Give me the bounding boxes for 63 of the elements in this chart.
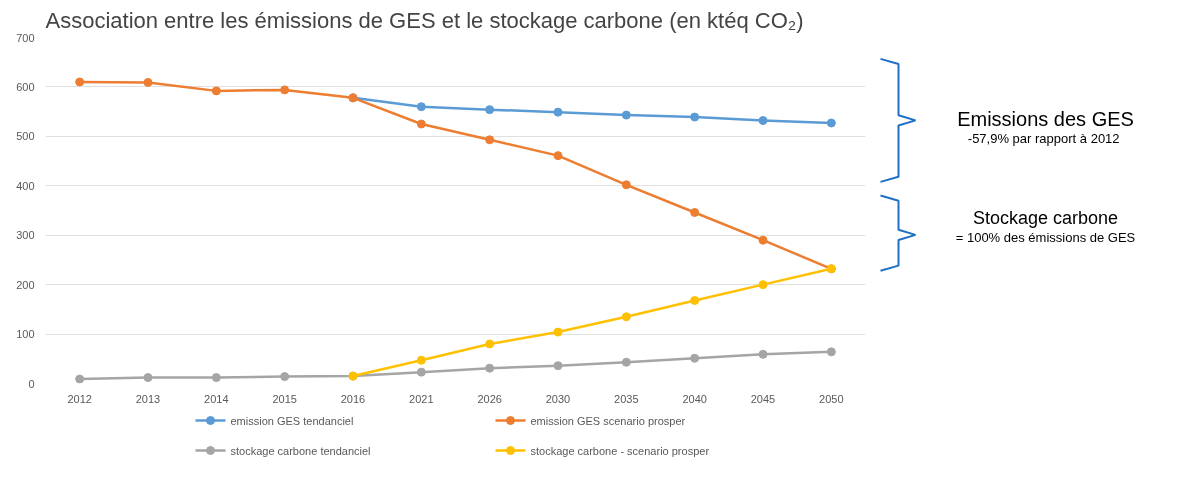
point (143, 77, 153, 87)
y-tick-label: 600 (16, 80, 35, 93)
x-tick-label: 2030 (545, 392, 571, 405)
y-tick-label: 500 (16, 130, 35, 143)
point (758, 280, 768, 290)
point (280, 85, 290, 95)
y-tick-label: 700 (16, 31, 35, 44)
x-tick-label: 2013 (135, 392, 161, 405)
point (690, 207, 700, 217)
x-tick-label: 2050 (819, 392, 844, 405)
point (485, 363, 495, 373)
point (143, 373, 153, 383)
point (553, 151, 563, 161)
point (621, 312, 631, 322)
x-tick-label: 2014 (204, 392, 229, 405)
point (211, 373, 221, 383)
x-tick-label: 2016 (340, 392, 366, 405)
point (621, 357, 631, 367)
x-tick-label: 2040 (682, 392, 707, 405)
point (416, 102, 426, 112)
point (553, 107, 563, 117)
point (553, 327, 563, 337)
text: Emissions des GES (957, 107, 1134, 130)
y-tick-label: 100 (16, 328, 35, 341)
point (690, 112, 700, 122)
point (758, 349, 768, 359)
point (690, 353, 700, 363)
point (485, 339, 495, 349)
x-tick-label: 2045 (750, 392, 776, 405)
y-tick-label: 400 (16, 179, 35, 192)
x-tick-label: 2015 (272, 392, 297, 405)
text: -57,9% par rapport à 2012 (967, 130, 1120, 146)
point (211, 86, 221, 96)
point (621, 180, 631, 190)
point (416, 355, 426, 365)
point (280, 372, 290, 382)
text: Stockage carbone (972, 208, 1119, 229)
x-tick-label: 2026 (477, 392, 502, 405)
y-tick-label: 200 (16, 278, 35, 291)
y-tick-label: 300 (16, 229, 35, 242)
chart-title: Association entre les émissions de GES et le stockage carbone (en ktéq CO₂) (45, 7, 804, 33)
point (690, 295, 700, 305)
point (416, 119, 426, 129)
point (758, 235, 768, 245)
point (826, 347, 836, 357)
point (485, 105, 495, 115)
point (485, 135, 495, 145)
point (75, 374, 85, 384)
legend-label: emission GES scenario prosper (530, 414, 686, 427)
point (758, 116, 768, 126)
point (416, 367, 426, 377)
y-tick-label: 0 (28, 377, 35, 390)
x-tick-label: 2021 (409, 392, 434, 405)
point (621, 110, 631, 120)
text: = 100% des émissions de GES (955, 229, 1136, 245)
legend-label: stockage carbone tendanciel (230, 444, 371, 457)
legend-label: emission GES tendanciel (230, 414, 354, 427)
x-tick-label: 2012 (67, 392, 92, 405)
point (75, 77, 85, 87)
point (553, 361, 563, 371)
legend-label: stockage carbone - scenario prosper (530, 444, 710, 457)
point (826, 118, 836, 128)
x-tick-label: 2035 (614, 392, 639, 405)
